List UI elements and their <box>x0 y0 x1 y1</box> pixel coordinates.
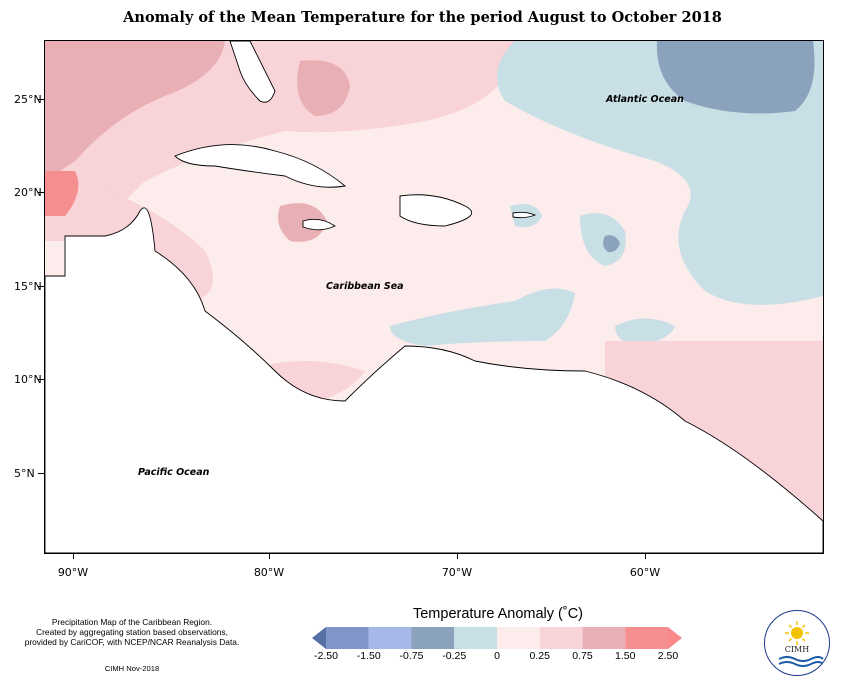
legend-tick-label: -1.50 <box>356 650 381 662</box>
map-canvas <box>45 41 823 553</box>
cimh-logo: CIMH <box>764 610 830 676</box>
lon-label-90w: 90°W <box>57 566 89 579</box>
legend-color-cell <box>497 627 540 649</box>
central-america-south-america-land <box>45 207 823 553</box>
pacific-ocean-label: Pacific Ocean <box>138 467 210 478</box>
lat-label-20n: 20°N <box>14 186 42 199</box>
cool-antilles-core <box>603 235 620 253</box>
lat-tick-20n <box>38 192 44 193</box>
lat-tick-15n <box>38 286 44 287</box>
legend-color-cell <box>668 627 682 649</box>
sun-icon <box>778 621 824 667</box>
lon-label-80w: 80°W <box>253 566 285 579</box>
hot-yucatan-patch <box>45 171 79 216</box>
lat-label-5n: 5°N <box>14 467 35 480</box>
legend-color-cell <box>368 627 412 649</box>
lat-label-15n: 15°N <box>14 280 42 293</box>
lon-tick-90w <box>73 553 74 559</box>
legend-tick-label: 0 <box>494 650 500 662</box>
hispaniola-land <box>399 194 473 227</box>
warm-bahamas-patch <box>297 60 350 116</box>
map-notes: Precipitation Map of the Caribbean Regio… <box>14 617 250 647</box>
notes-line-2: Created by aggregating station based obs… <box>36 627 228 637</box>
florida-land <box>229 41 276 103</box>
legend-tick-label: 0.25 <box>529 650 550 662</box>
map-credit: CIMH Nov-2018 <box>104 664 160 673</box>
legend-color-cell <box>625 627 668 649</box>
cool-antilles-patch <box>580 213 626 266</box>
lat-tick-25n <box>38 99 44 100</box>
legend-tick-label: 2.50 <box>657 650 679 662</box>
lat-tick-10n <box>38 379 44 380</box>
jamaica-land <box>302 218 336 231</box>
legend-colorbar <box>312 627 682 649</box>
legend-color-cell <box>326 627 369 649</box>
legend-tick-label: -0.75 <box>399 650 424 662</box>
notes-line-1: Precipitation Map of the Caribbean Regio… <box>51 617 213 627</box>
lon-label-60w: 60°W <box>629 566 661 579</box>
legend-title: Temperature Anomaly (˚C) <box>412 606 584 622</box>
cool-windward-patch <box>615 318 675 346</box>
lat-label-10n: 10°N <box>14 373 42 386</box>
anomaly-map <box>44 40 824 554</box>
land-outlines <box>45 41 823 553</box>
legend-tick-label: 0.75 <box>572 650 593 662</box>
lat-label-25n: 25°N <box>14 93 42 106</box>
legend-color-cell <box>411 627 455 649</box>
lat-tick-5n <box>38 473 44 474</box>
strong-warm-northwest-region <box>45 41 225 181</box>
legend-tick-label: 1.50 <box>615 650 636 662</box>
caribbean-sea-label: Caribbean Sea <box>326 281 404 292</box>
legend-color-cell <box>582 627 626 649</box>
warm-jamaica-patch <box>277 203 327 242</box>
atlantic-ocean-label: Atlantic Ocean <box>606 94 684 105</box>
legend-color-cell <box>539 627 583 649</box>
legend-tick-label: -0.25 <box>442 650 467 662</box>
logo-label: CIMH <box>784 645 810 654</box>
strong-cool-atlantic-patch <box>656 41 815 114</box>
legend-tick-label: -2.50 <box>314 650 338 662</box>
puerto-rico-land <box>512 211 537 219</box>
lon-tick-80w <box>269 553 270 559</box>
map-title: Anomaly of the Mean Temperature for the … <box>123 9 722 26</box>
legend-color-cell <box>454 627 497 649</box>
legend-color-cell <box>312 627 326 649</box>
cuba-land <box>174 144 347 188</box>
notes-line-3: provided by CariCOF, with NCEP/NCAR Rean… <box>24 637 240 647</box>
lon-label-70w: 70°W <box>441 566 473 579</box>
lon-tick-70w <box>457 553 458 559</box>
lon-tick-60w <box>645 553 646 559</box>
cool-southern-caribbean-band <box>390 288 575 346</box>
